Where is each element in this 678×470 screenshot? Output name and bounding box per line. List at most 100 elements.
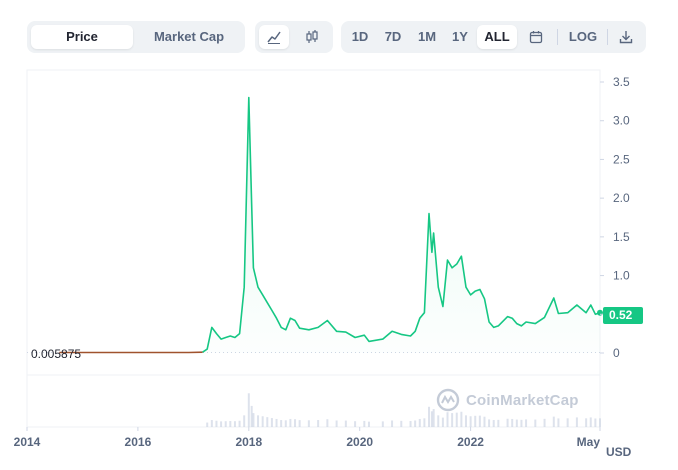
range-all[interactable]: ALL: [477, 25, 517, 49]
volume-bar: [400, 420, 403, 427]
volume-bar: [344, 420, 347, 427]
volume-bar: [430, 411, 433, 427]
volume-bar: [252, 413, 255, 427]
start-price-label: 0.005875: [31, 347, 82, 361]
tab-market-cap[interactable]: Market Cap: [153, 29, 225, 44]
volume-bar: [229, 421, 232, 427]
x-tick-label: 2020: [346, 435, 373, 449]
volume-bar: [474, 415, 477, 427]
price-line: [202, 96, 601, 353]
price-marketcap-toggle: Price Market Cap: [27, 21, 245, 53]
volume-bar: [566, 418, 569, 427]
volume-bar: [414, 420, 417, 427]
volume-bar: [432, 409, 435, 427]
price-area-fill: [202, 97, 600, 353]
volume-bar: [423, 418, 426, 427]
range-selector: 1D 7D 1M 1Y ALL LOG: [341, 21, 646, 53]
y-tick-label: 2.5: [613, 152, 630, 166]
volume-bar: [589, 417, 592, 427]
volume-bar: [483, 416, 486, 427]
volume-bar: [215, 420, 218, 427]
volume-bar: [511, 418, 514, 427]
line-chart-icon: [267, 31, 281, 44]
volume-bar: [594, 418, 597, 427]
x-tick-label: 2018: [235, 435, 262, 449]
y-tick-label: 3.5: [613, 75, 630, 89]
volume-bar: [391, 420, 394, 427]
volume-bar: [543, 418, 546, 427]
volume-panel: [206, 393, 601, 427]
volume-bar: [534, 419, 537, 427]
volume-bar: [224, 421, 227, 427]
volume-bar: [469, 416, 472, 427]
volume-bar: [428, 406, 431, 427]
volume-bar: [506, 418, 509, 427]
x-tick-label: May: [577, 435, 601, 449]
volume-bar: [294, 419, 297, 427]
plot-frame: [26, 69, 601, 428]
tab-price[interactable]: Price: [31, 25, 133, 49]
line-chart-button[interactable]: [259, 25, 289, 49]
volume-bar: [455, 412, 458, 427]
volume-bar: [446, 412, 449, 427]
log-scale-toggle[interactable]: LOG: [568, 29, 598, 44]
volume-bar: [335, 420, 338, 427]
currency-label: USD: [606, 445, 632, 459]
x-tick-label: 2022: [457, 435, 484, 449]
volume-bar: [515, 419, 518, 427]
volume-bar: [451, 413, 454, 427]
chart-style-toggle: [255, 21, 333, 53]
volume-bar: [289, 418, 292, 427]
volume-bar: [585, 418, 588, 427]
volume-bar: [261, 416, 264, 427]
volume-bar: [257, 415, 260, 427]
volume-bar: [250, 405, 253, 427]
volume-bar: [599, 418, 601, 427]
x-tick-label: 2014: [14, 435, 41, 449]
volume-bar: [307, 420, 310, 427]
volume-bar: [270, 418, 273, 427]
calendar-icon: [529, 31, 543, 44]
volume-bar: [520, 419, 523, 427]
volume-bar: [552, 416, 555, 427]
volume-bar: [233, 421, 236, 427]
y-tick-label: 1.0: [613, 269, 630, 283]
volume-bar: [210, 420, 213, 427]
volume-bar: [488, 419, 491, 427]
download-icon: [619, 31, 633, 44]
date-range-button[interactable]: [521, 25, 551, 49]
volume-bar: [464, 415, 467, 427]
y-tick-label: 0: [613, 346, 620, 360]
volume-bar: [326, 419, 329, 427]
volume-bar: [354, 421, 357, 427]
volume-bar: [460, 411, 463, 427]
download-button[interactable]: [611, 25, 641, 49]
candlestick-icon: [306, 30, 318, 43]
x-tick-label: 2016: [125, 435, 152, 449]
volume-bar: [284, 420, 287, 427]
volume-bar: [525, 419, 528, 427]
y-tick-label: 1.5: [613, 230, 630, 244]
volume-bar: [280, 420, 283, 427]
range-1m[interactable]: 1M: [417, 29, 437, 44]
volume-bar: [409, 421, 412, 427]
volume-bar: [367, 421, 370, 427]
range-1d[interactable]: 1D: [351, 29, 369, 44]
candlestick-button[interactable]: [297, 25, 327, 49]
toolbar-divider: [557, 29, 558, 45]
volume-bar: [441, 417, 444, 427]
current-price-badge: 0.52: [603, 307, 643, 324]
volume-bar: [497, 419, 500, 427]
volume-bar: [317, 420, 320, 427]
volume-bar: [381, 421, 384, 427]
volume-bar: [298, 420, 301, 427]
toolbar-divider: [607, 29, 608, 45]
volume-bar: [478, 415, 481, 427]
volume-bar: [557, 418, 560, 427]
range-7d[interactable]: 7D: [384, 29, 402, 44]
volume-bar: [492, 420, 495, 427]
volume-bar: [247, 393, 250, 427]
range-1y[interactable]: 1Y: [452, 29, 468, 44]
grid: [26, 69, 601, 428]
